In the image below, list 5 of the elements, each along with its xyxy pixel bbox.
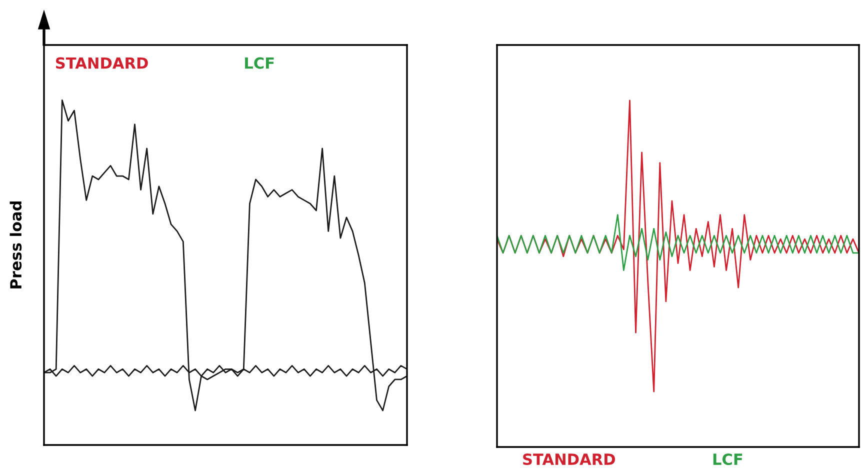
y-axis-title: Press load bbox=[10, 201, 22, 288]
text: STANDARD bbox=[56, 57, 148, 69]
text: STANDARD bbox=[523, 453, 616, 466]
text: LCF bbox=[245, 57, 274, 69]
text: LCF bbox=[713, 453, 742, 466]
